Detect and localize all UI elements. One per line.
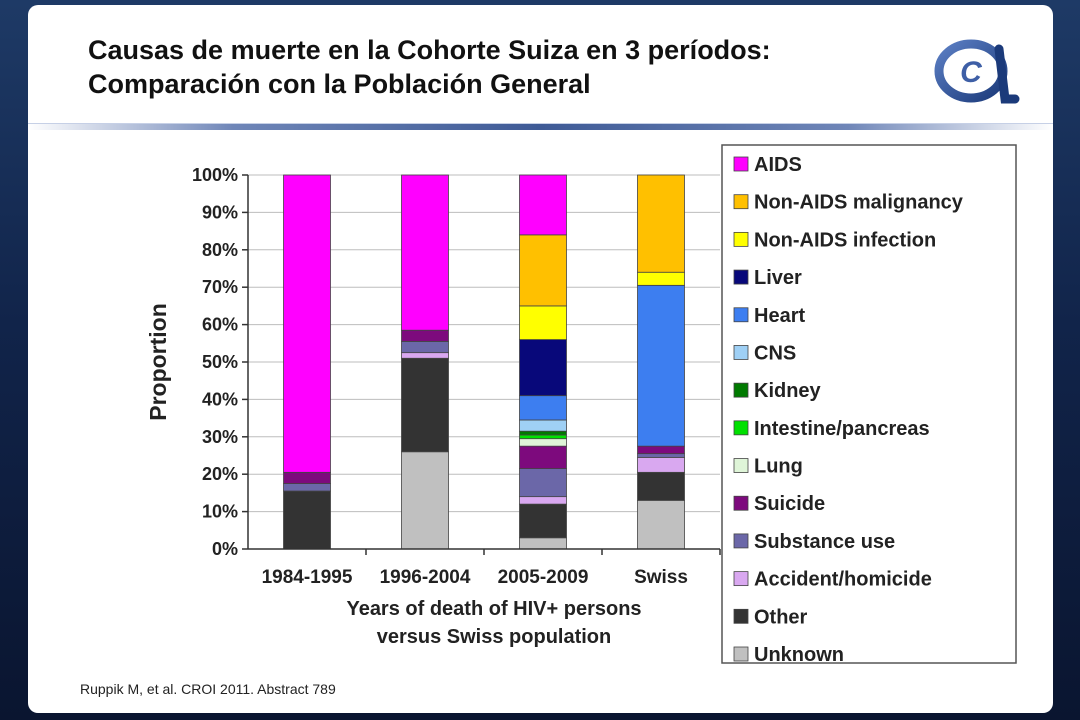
bar-segment [283,174,331,473]
y-tick-label: 40% [202,389,238,409]
svg-text:C: C [960,56,983,89]
legend-swatch [733,646,749,662]
legend-label: Heart [754,305,805,327]
bar-segment [637,271,685,286]
legend-label: Intestine/pancreas [754,418,930,440]
bar-segment [401,352,449,359]
y-tick-label: 90% [202,202,238,222]
y-tick-label: 0% [212,539,238,559]
bar-segment [637,471,685,501]
page-title: Causas de muerte en la Cohorte Suiza en … [88,33,928,101]
legend-swatch [733,307,749,323]
bar-segment [637,499,685,550]
legend-label: Suicide [754,493,825,515]
bar-segment [283,483,331,492]
legend-box [721,144,1017,664]
bar-segment [519,305,567,340]
legend-label: CNS [754,342,796,364]
bar-segment [401,341,449,354]
legend-swatch [733,533,749,549]
y-tick-label: 80% [202,240,238,260]
bar-segment [401,329,449,342]
source-citation: Ruppik M, et al. CROI 2011. Abstract 789 [80,681,336,697]
legend-label: Unknown [754,644,844,666]
bar-segment [519,445,567,469]
legend-label: Other [754,606,808,628]
legend-swatch [733,420,749,436]
legend-swatch [733,458,749,473]
bar-segment [519,438,567,447]
y-tick-label: 100% [192,165,238,185]
bar-segment [283,490,331,550]
bar-segment [519,496,567,505]
legend-label: Liver [754,267,802,289]
bar-segment [401,357,449,453]
y-tick-label: 60% [202,315,238,335]
bar-segment [519,234,567,307]
y-tick-label: 20% [202,464,238,484]
y-axis-label: Proportion [145,303,171,421]
x-axis-label: versus Swiss population [377,626,612,648]
legend-label: Non-AIDS infection [754,229,936,251]
chart-bars [283,174,685,550]
legend-swatch [733,608,749,624]
legend-label: Substance use [754,531,895,553]
legend-label: AIDS [754,154,802,176]
bar-segment [401,451,449,550]
bar-segment [637,453,685,458]
y-tick-label: 30% [202,427,238,447]
x-tick-label: Swiss [634,567,688,588]
chart-legend: AIDS Non-AIDS malignancy Non-AIDS infectio… [721,144,1017,666]
title-divider [28,123,1053,130]
legend-swatch [733,345,749,360]
legend-swatch [733,231,749,247]
bar-segment [519,395,567,421]
bar-segment [519,503,567,539]
bar-segment [519,419,567,432]
x-tick-label: 2005-2009 [498,567,589,588]
y-tick-label: 10% [202,502,238,522]
bar-segment [637,445,685,455]
bar-segment [519,468,567,498]
legend-swatch [733,269,749,285]
stacked-bar-chart: 0% 10% 20% 30% 40% 50% 60% 70% 80% 90% 100% 1984-19… [145,144,1017,666]
x-tick-label: 1984-1995 [262,567,353,588]
legend-swatch [733,194,749,210]
bar-segment [637,174,685,273]
y-tick-label: 50% [202,352,238,372]
legend-swatch [733,382,749,398]
slide: Causas de muerte en la Cohorte Suiza en … [28,5,1053,713]
bar-segment [519,339,567,397]
x-tick-label: 1996-2004 [380,567,471,588]
x-axis-label: Years of death of HIV+ persons [346,598,641,620]
chart-axes: 0% 10% 20% 30% 40% 50% 60% 70% 80% 90% 100% 1984-19… [145,165,721,648]
y-tick-label: 70% [202,277,238,297]
legend-label: Accident/homicide [754,569,932,591]
bar-segment [283,471,331,484]
title-line-2: Comparación con la Población General [88,69,591,99]
legend-label: Kidney [754,380,822,402]
bar-segment [519,434,567,440]
legend-swatch [733,571,749,587]
title-line-1: Causas de muerte en la Cohorte Suiza en … [88,35,771,65]
legend-label: Lung [754,456,803,478]
legend-swatch [733,156,749,172]
bar-segment [519,430,567,436]
bar-segment [519,537,567,550]
bar-segment [401,174,449,331]
bar-segment [637,456,685,473]
legend-label: Non-AIDS malignancy [754,192,964,214]
bar-segment [519,174,567,236]
logo-icon: C [934,39,1020,104]
legend-swatch [733,495,749,511]
bar-segment [637,284,685,447]
